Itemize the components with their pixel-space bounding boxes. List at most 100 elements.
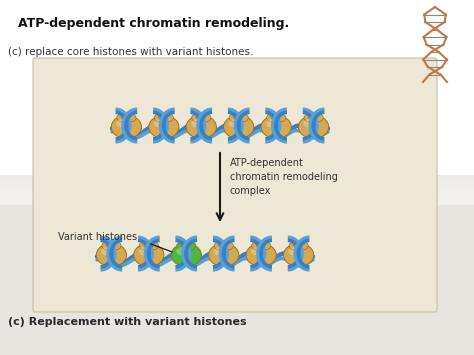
Bar (0, 168, 474, 169)
Bar (0, 175, 474, 355)
Ellipse shape (117, 114, 127, 122)
Ellipse shape (266, 119, 279, 128)
Ellipse shape (148, 242, 158, 250)
Ellipse shape (106, 241, 117, 249)
Bar (0, 182, 474, 184)
Bar (0, 145, 474, 147)
Bar (0, 155, 474, 157)
Ellipse shape (196, 113, 206, 121)
Ellipse shape (229, 114, 239, 122)
Ellipse shape (181, 241, 191, 249)
Ellipse shape (139, 247, 152, 256)
Bar (0, 160, 474, 162)
Bar (0, 191, 474, 193)
Bar (0, 178, 474, 180)
Ellipse shape (246, 244, 276, 267)
Text: (c) replace core histones with variant histones.: (c) replace core histones with variant h… (8, 47, 254, 57)
Bar (0, 190, 474, 191)
Ellipse shape (111, 242, 121, 250)
Ellipse shape (293, 241, 304, 249)
Ellipse shape (289, 242, 299, 250)
Bar (0, 163, 474, 164)
Ellipse shape (186, 115, 217, 138)
Ellipse shape (214, 242, 224, 250)
Ellipse shape (298, 242, 308, 250)
Ellipse shape (149, 115, 179, 138)
Bar (0, 184, 474, 186)
Bar (0, 149, 474, 151)
Bar (0, 201, 474, 202)
Bar (0, 169, 474, 170)
Ellipse shape (228, 119, 242, 128)
Bar (0, 148, 474, 149)
Ellipse shape (201, 114, 211, 122)
Ellipse shape (261, 242, 271, 250)
Bar (0, 186, 474, 187)
Text: ATP-dependent chromatin remodeling.: ATP-dependent chromatin remodeling. (18, 17, 289, 30)
Ellipse shape (251, 247, 264, 256)
Bar (0, 196, 474, 197)
Ellipse shape (101, 247, 114, 256)
Bar (0, 181, 474, 182)
Ellipse shape (234, 113, 244, 121)
Ellipse shape (177, 242, 187, 250)
Ellipse shape (111, 115, 142, 138)
Ellipse shape (304, 114, 314, 122)
Bar (0, 147, 474, 148)
Bar (0, 151, 474, 153)
Ellipse shape (224, 115, 254, 138)
Ellipse shape (276, 114, 286, 122)
Ellipse shape (126, 114, 136, 122)
Ellipse shape (96, 244, 127, 267)
Text: Variant histones: Variant histones (58, 232, 137, 242)
Ellipse shape (299, 115, 329, 138)
Ellipse shape (186, 242, 196, 250)
Bar (0, 170, 474, 172)
Bar (0, 202, 474, 203)
Ellipse shape (303, 119, 317, 128)
Ellipse shape (154, 114, 164, 122)
Bar (0, 203, 474, 205)
Bar (0, 195, 474, 196)
Bar (0, 166, 474, 168)
Ellipse shape (271, 113, 281, 121)
Bar (0, 175, 474, 176)
Bar (0, 187, 474, 189)
Bar (0, 180, 474, 181)
Ellipse shape (116, 119, 129, 128)
Bar (0, 158, 474, 160)
Ellipse shape (283, 244, 314, 267)
Ellipse shape (252, 242, 262, 250)
Ellipse shape (191, 119, 204, 128)
Ellipse shape (134, 244, 164, 267)
Ellipse shape (144, 241, 154, 249)
Bar (0, 162, 474, 163)
Bar (0, 176, 474, 178)
Ellipse shape (309, 113, 319, 121)
Ellipse shape (164, 114, 173, 122)
Ellipse shape (139, 242, 149, 250)
Ellipse shape (121, 113, 131, 121)
Ellipse shape (219, 241, 229, 249)
Bar (0, 172, 474, 174)
Ellipse shape (238, 114, 248, 122)
Bar (0, 199, 474, 201)
Bar (0, 197, 474, 199)
Ellipse shape (266, 114, 277, 122)
Ellipse shape (102, 242, 112, 250)
Bar (0, 157, 474, 158)
Ellipse shape (159, 113, 169, 121)
Bar (0, 164, 474, 166)
Ellipse shape (289, 247, 301, 256)
Ellipse shape (313, 114, 323, 122)
Ellipse shape (154, 119, 167, 128)
Ellipse shape (209, 244, 239, 267)
Text: ATP-dependent
chromatin remodeling
complex: ATP-dependent chromatin remodeling compl… (230, 158, 338, 196)
Bar (0, 153, 474, 154)
Bar (0, 189, 474, 190)
Ellipse shape (176, 247, 189, 256)
Bar (0, 193, 474, 195)
Text: (c) Replacement with variant histones: (c) Replacement with variant histones (8, 317, 246, 327)
Ellipse shape (223, 242, 233, 250)
Ellipse shape (171, 244, 201, 267)
